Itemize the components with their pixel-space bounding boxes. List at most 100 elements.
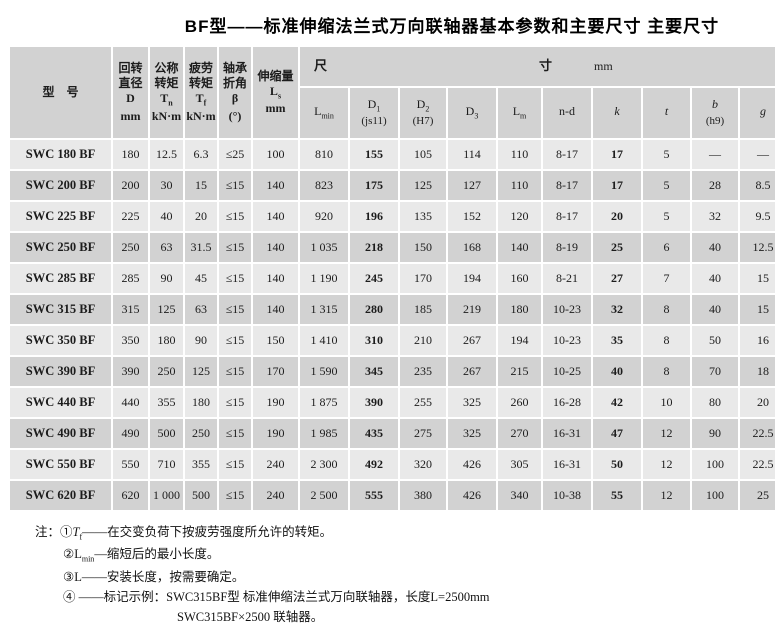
cell: 285 (113, 264, 148, 293)
cell: 500 (185, 481, 217, 510)
cell: 32 (593, 295, 641, 324)
cell: 105 (400, 140, 446, 169)
cell: 500 (150, 419, 183, 448)
cell: 16-31 (543, 450, 591, 479)
cell: 175 (350, 171, 398, 200)
cell: 8-17 (543, 202, 591, 231)
sub-header-row: Lmin D1 (js11) D2 (H7) D3 Lm n-d k t b (h9)… (10, 88, 775, 138)
cell: 810 (300, 140, 348, 169)
cell: 28 (692, 171, 738, 200)
notes-label: 注： (35, 525, 61, 539)
cell: SWC 490 BF (10, 419, 111, 448)
cell: 255 (400, 388, 446, 417)
cell: 16-31 (543, 419, 591, 448)
cell: 355 (150, 388, 183, 417)
cell: SWC 350 BF (10, 326, 111, 355)
cell: 16 (740, 326, 775, 355)
cell: 190 (253, 388, 298, 417)
cell: 5 (643, 202, 690, 231)
cell: 140 (253, 264, 298, 293)
cell: 50 (593, 450, 641, 479)
cell: 435 (350, 419, 398, 448)
cell: 200 (113, 171, 148, 200)
cell: 440 (113, 388, 148, 417)
column-header-fatigue-torque: 疲劳 转矩 Tf kN·m (185, 47, 217, 138)
cell: 280 (350, 295, 398, 324)
cell: 250 (113, 233, 148, 262)
cell: 63 (185, 295, 217, 324)
cell: 8-17 (543, 171, 591, 200)
cell: 40 (593, 357, 641, 386)
cell: 140 (498, 233, 541, 262)
cell: 710 (150, 450, 183, 479)
cell: 12 (643, 450, 690, 479)
cell: 35 (593, 326, 641, 355)
table-header: 型 号 回转 直径 D mm 公称 转矩 Tn kN·m 疲劳 转矩 Tf kN… (10, 47, 775, 138)
cell: 380 (400, 481, 446, 510)
cell: 152 (448, 202, 496, 231)
cell: 426 (448, 450, 496, 479)
cell: 114 (448, 140, 496, 169)
cell: 8 (643, 357, 690, 386)
cell: 920 (300, 202, 348, 231)
cell: 390 (113, 357, 148, 386)
cell: 170 (400, 264, 446, 293)
column-header-t: t (643, 88, 690, 138)
cell: 1 985 (300, 419, 348, 448)
cell: 350 (113, 326, 148, 355)
note-item: ④ ——标记示例：SWC315BF型 标准伸缩法兰式万向联轴器，长度L=2500… (63, 589, 490, 604)
cell: 250 (150, 357, 183, 386)
cell: 219 (448, 295, 496, 324)
cell: ≤15 (219, 419, 251, 448)
cell: 17 (593, 140, 641, 169)
cell: 275 (400, 419, 446, 448)
cell: 310 (350, 326, 398, 355)
cell: 305 (498, 450, 541, 479)
cell: 260 (498, 388, 541, 417)
cell: 127 (448, 171, 496, 200)
cell: 1 875 (300, 388, 348, 417)
cell: 120 (498, 202, 541, 231)
cell: 250 (185, 419, 217, 448)
cell: 17 (593, 171, 641, 200)
cell: 8-17 (543, 140, 591, 169)
cell: 555 (350, 481, 398, 510)
column-header-b: b (h9) (692, 88, 738, 138)
table-row: SWC 440 BF 440 355 180 ≤15 190 1 875 390 255 325 2… (10, 388, 775, 417)
cell: 47 (593, 419, 641, 448)
cell: SWC 390 BF (10, 357, 111, 386)
cell: 1 315 (300, 295, 348, 324)
cell: ≤15 (219, 450, 251, 479)
cell: 245 (350, 264, 398, 293)
cell: 325 (448, 419, 496, 448)
table-row: SWC 285 BF 285 90 45 ≤15 140 1 190 245 170 194 160… (10, 264, 775, 293)
cell: 22.5 (740, 419, 775, 448)
column-header-model: 型 号 (10, 47, 111, 138)
column-header-nominal-torque: 公称 转矩 Tn kN·m (150, 47, 183, 138)
cell: 325 (448, 388, 496, 417)
cell: 180 (150, 326, 183, 355)
cell: — (692, 140, 738, 169)
cell: 18 (740, 357, 775, 386)
cell: 210 (400, 326, 446, 355)
cell: SWC 285 BF (10, 264, 111, 293)
cell: 315 (113, 295, 148, 324)
cell: 340 (498, 481, 541, 510)
cell: ≤15 (219, 202, 251, 231)
cell: SWC 200 BF (10, 171, 111, 200)
cell: 267 (448, 357, 496, 386)
cell: 22.5 (740, 450, 775, 479)
cell: 140 (253, 171, 298, 200)
cell: 125 (150, 295, 183, 324)
cell: 100 (692, 481, 738, 510)
cell: 125 (400, 171, 446, 200)
table-row: SWC 180 BF 180 12.5 6.3 ≤25 100 810 155 105 114 11… (10, 140, 775, 169)
cell: 492 (350, 450, 398, 479)
cell: 45 (185, 264, 217, 293)
cell: 225 (113, 202, 148, 231)
cell: 100 (253, 140, 298, 169)
cell: 40 (150, 202, 183, 231)
cell: 140 (253, 202, 298, 231)
cell: 320 (400, 450, 446, 479)
